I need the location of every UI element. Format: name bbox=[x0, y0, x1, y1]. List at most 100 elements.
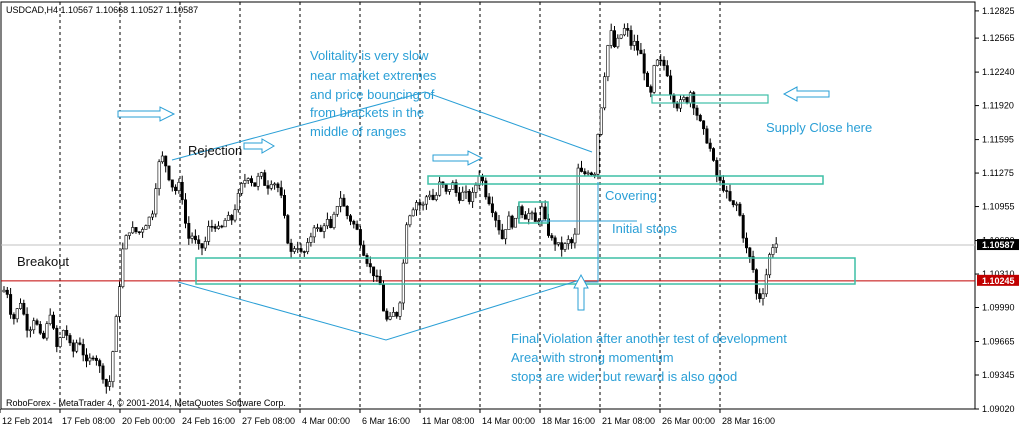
candle-body bbox=[622, 28, 626, 36]
candle-body bbox=[774, 243, 778, 248]
candle-body bbox=[243, 180, 247, 184]
candle-body bbox=[510, 215, 514, 228]
candle bbox=[570, 237, 574, 249]
candle-body bbox=[612, 30, 616, 48]
price-axis: 1.12825 1.12565 1.12240 1.11920 1.11595 1.112… bbox=[975, 6, 1015, 414]
candle-body bbox=[761, 293, 765, 299]
candle bbox=[533, 207, 537, 222]
candle-body bbox=[124, 235, 128, 250]
key-level-badge bbox=[977, 274, 1019, 286]
candle-body bbox=[147, 216, 151, 226]
annotation-volatility: Volitality is very slow near market extr… bbox=[310, 48, 440, 139]
candle-body bbox=[329, 219, 333, 228]
candle bbox=[576, 163, 580, 235]
candle bbox=[385, 308, 389, 322]
candle-body bbox=[685, 97, 689, 104]
candle-body bbox=[550, 235, 554, 239]
candle-body bbox=[649, 86, 653, 93]
candle-body bbox=[220, 225, 224, 228]
candle-body bbox=[639, 49, 643, 55]
candle bbox=[210, 219, 214, 232]
candle-body bbox=[78, 342, 82, 345]
candle-body bbox=[85, 354, 89, 362]
candle bbox=[144, 224, 148, 230]
candle bbox=[348, 213, 352, 226]
price-tick-label: 1.11920 bbox=[982, 101, 1014, 111]
candle bbox=[619, 34, 623, 40]
time-tick-label: 28 Mar 16:00 bbox=[722, 416, 775, 426]
candle bbox=[494, 210, 498, 228]
candle bbox=[292, 245, 296, 254]
candle bbox=[35, 318, 39, 326]
candle bbox=[530, 210, 534, 220]
candle bbox=[170, 179, 174, 192]
candle bbox=[414, 200, 418, 216]
candle-body bbox=[695, 107, 699, 116]
candle-body bbox=[25, 313, 29, 331]
candle bbox=[629, 25, 633, 50]
candle-body bbox=[748, 247, 752, 257]
candle bbox=[184, 193, 188, 229]
candle bbox=[428, 190, 432, 200]
candle-body bbox=[721, 180, 725, 191]
candle-body bbox=[626, 28, 630, 31]
candle-body bbox=[352, 221, 356, 225]
annotation-covering: Covering bbox=[605, 188, 657, 203]
candle bbox=[593, 172, 597, 179]
candle bbox=[698, 113, 702, 122]
candle-body bbox=[358, 229, 362, 246]
candle bbox=[2, 286, 6, 293]
candle-body bbox=[269, 184, 273, 189]
arrow-up-icon bbox=[573, 273, 589, 311]
candle-body bbox=[464, 190, 468, 193]
candle bbox=[662, 56, 666, 71]
candle-body bbox=[467, 190, 471, 202]
candle bbox=[18, 298, 22, 310]
candle-body bbox=[306, 242, 310, 253]
candle bbox=[487, 193, 491, 206]
price-tick-label: 1.09020 bbox=[982, 404, 1015, 414]
candle-body bbox=[45, 323, 49, 339]
candle-body bbox=[523, 214, 527, 220]
candle-body bbox=[718, 176, 722, 181]
candle-body bbox=[553, 237, 557, 245]
candle bbox=[771, 243, 775, 258]
candle bbox=[457, 186, 461, 204]
candle bbox=[504, 229, 508, 245]
candle bbox=[603, 72, 607, 111]
candle bbox=[405, 222, 409, 264]
candle bbox=[282, 189, 286, 219]
candle bbox=[556, 242, 560, 247]
candle-body bbox=[599, 107, 603, 135]
price-tick-label: 1.12565 bbox=[982, 33, 1015, 43]
candle-body bbox=[273, 183, 277, 186]
candle bbox=[98, 358, 102, 373]
candle bbox=[263, 169, 267, 186]
candle bbox=[636, 34, 640, 56]
candle-body bbox=[32, 320, 36, 331]
candle bbox=[296, 241, 300, 254]
candle-body bbox=[678, 99, 682, 109]
candle bbox=[55, 325, 59, 353]
current-price-badge bbox=[977, 239, 1019, 251]
candle-body bbox=[375, 275, 379, 278]
candle bbox=[398, 301, 402, 320]
candle bbox=[48, 308, 52, 326]
candle-body bbox=[655, 59, 659, 66]
candle-body bbox=[230, 215, 234, 221]
violation-bracket bbox=[580, 182, 599, 283]
candle bbox=[484, 177, 488, 200]
candle bbox=[174, 184, 178, 195]
candle bbox=[157, 159, 161, 196]
candle bbox=[306, 238, 310, 255]
candle-body bbox=[144, 225, 148, 230]
candle-body bbox=[702, 120, 706, 130]
candle bbox=[127, 232, 131, 240]
candle bbox=[622, 23, 626, 37]
candle-body bbox=[596, 134, 600, 175]
candle bbox=[345, 205, 349, 220]
candle-body bbox=[42, 332, 46, 339]
candle bbox=[197, 235, 201, 250]
candle bbox=[761, 288, 765, 306]
candle-body bbox=[233, 209, 237, 221]
